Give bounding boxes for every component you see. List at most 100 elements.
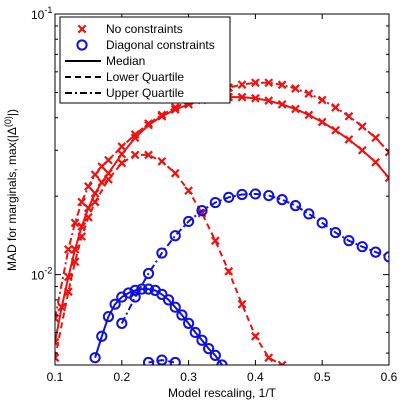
no-constraints-lower-point: [104, 174, 113, 184]
diagonal-constraints-upper-point: [276, 194, 288, 206]
diagonal-constraints-upper-point: [329, 226, 342, 239]
diagonal-constraints-median-series: [89, 283, 228, 365]
no-constraints-upper-point: [104, 155, 113, 165]
no-constraints-lower-point: [90, 197, 100, 207]
no-constraints-upper-point: [70, 218, 80, 228]
no-constraints-upper-point: [144, 119, 153, 128]
no-constraints-lower-line: [55, 153, 283, 365]
no-constraints-median-point: [251, 93, 260, 103]
no-constraints-lower-point: [84, 212, 93, 222]
diagonal-constraints-median-point: [203, 343, 215, 355]
legend-entry: Lower Quartile: [65, 70, 184, 84]
legend-marker: [76, 39, 88, 51]
y-tick-label: 10-2: [31, 266, 52, 283]
diagonal-constraints-upper-point: [209, 196, 221, 209]
diagonal-constraints-upper-point: [223, 191, 235, 203]
y-axis-label-main: MAD for marginals, max(|Δ: [5, 127, 19, 271]
no-constraints-median-point: [331, 125, 340, 135]
no-constraints-lower-point: [210, 236, 220, 246]
diagonal-constraints-upper-point: [370, 246, 382, 258]
diagonal-constraints-median-point: [183, 317, 195, 329]
x-tick-label: 0.4: [247, 370, 264, 384]
legend-entry: Diagonal constraints: [76, 38, 215, 52]
diagonal-constraints-upper-point: [356, 241, 368, 253]
diagonal-constraints-upper-point: [142, 267, 155, 280]
no-constraints-lower-point: [55, 353, 60, 363]
no-constraints-upper-point: [157, 110, 167, 120]
diagonal-constraints-upper-point: [316, 217, 328, 229]
no-constraints-median-point: [63, 272, 73, 282]
no-constraints-upper-point: [117, 142, 127, 151]
diagonal-constraints-upper-point: [263, 190, 275, 202]
legend-marker: [77, 24, 87, 34]
y-tick-label: 10-1: [31, 5, 52, 22]
no-constraints-median-point: [264, 96, 274, 106]
diagonal-constraints-upper-point: [289, 200, 302, 212]
no-constraints-lower-point: [277, 360, 287, 365]
diagonal-constraints-median-point: [196, 334, 208, 346]
diagonal-constraints-median-point: [142, 283, 155, 295]
no-constraints-lower-point: [184, 186, 193, 196]
no-constraints-median-point: [317, 117, 327, 127]
legend-label: Median: [106, 54, 145, 68]
no-constraints-lower-point: [70, 257, 80, 267]
legend-entry: No constraints: [77, 22, 183, 36]
no-constraints-lower-point: [77, 232, 87, 241]
diagonal-constraints-median-point: [102, 311, 115, 323]
diagonal-constraints-median-point: [89, 352, 101, 364]
no-constraints-lower-point: [144, 150, 153, 160]
no-constraints-upper-point: [304, 89, 314, 98]
diagonal-constraints-upper-line: [120, 192, 389, 324]
no-constraints-upper-point: [130, 130, 140, 139]
diagonal-constraints-median-point: [109, 298, 121, 310]
no-constraints-lower-point: [63, 287, 73, 297]
diagonal-constraints-median-point: [176, 309, 188, 321]
no-constraints-median-point: [357, 145, 367, 155]
no-constraints-lower-point: [117, 158, 127, 168]
no-constraints-lower-point: [264, 353, 274, 363]
diagonal-constraints-upper-point: [116, 317, 128, 329]
no-constraints-median-point: [117, 149, 127, 159]
no-constraints-lower-point: [170, 168, 180, 178]
no-constraints-median-point: [70, 244, 80, 254]
no-constraints-upper-point: [331, 103, 340, 112]
diagonal-constraints-median-point: [96, 330, 108, 342]
x-tick-label: 0.1: [47, 370, 64, 384]
legend-label: No constraints: [106, 22, 183, 36]
no-constraints-upper-point: [277, 80, 287, 90]
diagonal-constraints-median-point: [129, 284, 141, 296]
no-constraints-upper-point: [97, 162, 107, 171]
no-constraints-upper-point: [90, 170, 100, 179]
diagonal-constraints-upper-point: [249, 188, 261, 200]
legend-label: Lower Quartile: [106, 70, 184, 84]
no-constraints-median-point: [371, 157, 381, 167]
legend-label: Diagonal constraints: [106, 38, 215, 52]
no-constraints-upper-point: [264, 78, 274, 88]
x-axis-label: Model rescaling, 1/T: [168, 386, 277, 400]
no-constraints-median-point: [57, 302, 67, 312]
x-tick-label: 0.2: [113, 370, 130, 384]
diagonal-constraints-upper-series: [116, 188, 389, 329]
y-axis-label: MAD for marginals, max(|Δ(0)|): [3, 109, 19, 271]
diagonal-constraints-upper-point: [343, 235, 355, 247]
diagonal-constraints-median-point: [156, 288, 168, 300]
no-constraints-upper-point: [371, 133, 381, 143]
no-constraints-lower-point: [130, 150, 140, 160]
legend: No constraints Diagonal constraints Median…: [59, 16, 231, 104]
diagonal-constraints-median-point: [169, 301, 181, 313]
no-constraints-lower-point: [237, 299, 247, 309]
diagonal-constraints-median-point: [162, 294, 175, 306]
x-tick-label: 0.6: [381, 370, 398, 384]
diagonal-constraints-lower-series: [142, 354, 181, 365]
y-axis-label-sup: (0): [3, 116, 13, 127]
no-constraints-lower-point: [157, 156, 167, 166]
diagonal-constraints-median-point: [209, 349, 221, 361]
no-constraints-upper-point: [55, 313, 60, 323]
no-constraints-upper-point: [63, 244, 73, 254]
diagonal-constraints-median-point: [189, 326, 201, 339]
legend-entry: Median: [65, 54, 145, 68]
no-constraints-median-point: [344, 135, 354, 144]
no-constraints-upper-point: [317, 95, 327, 105]
